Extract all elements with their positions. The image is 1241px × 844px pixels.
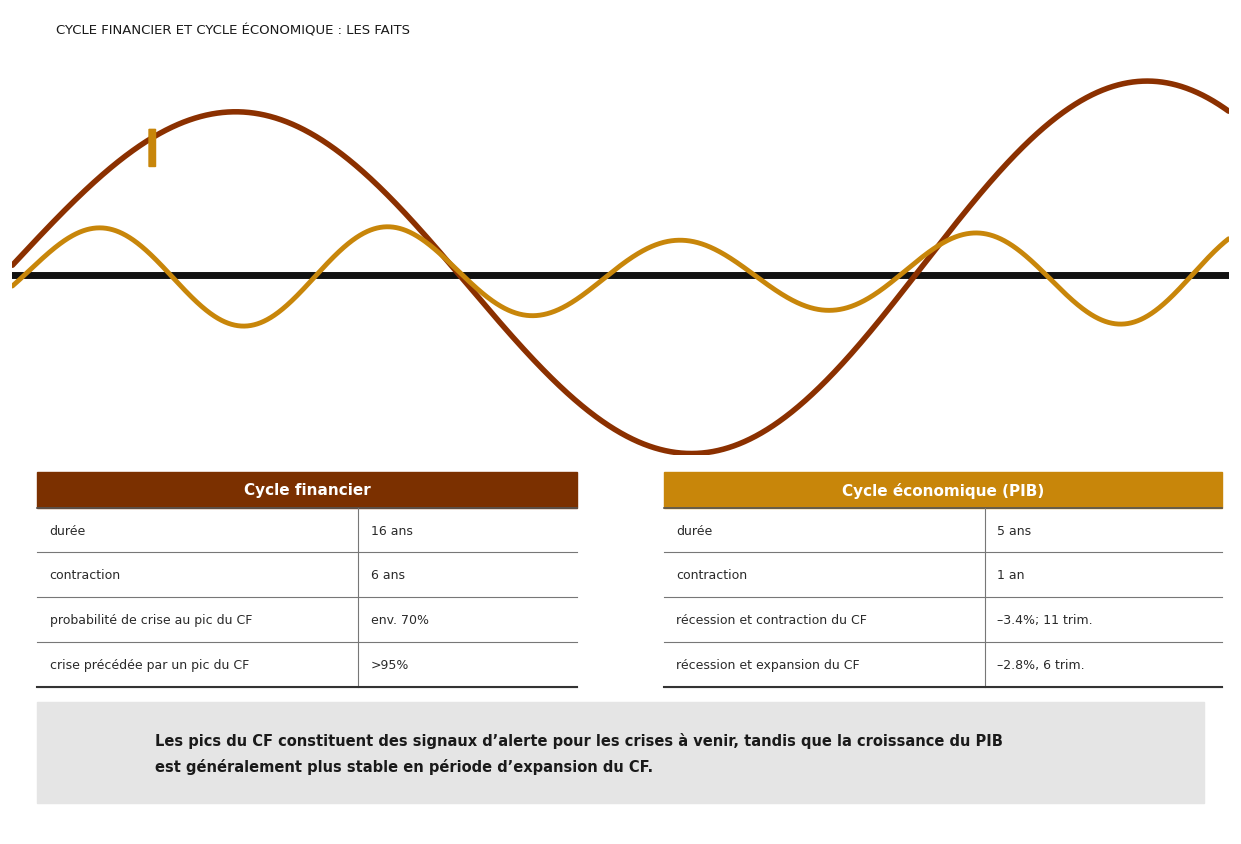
Text: env. 70%: env. 70% [371,614,429,626]
Text: contraction: contraction [676,569,747,582]
Text: durée: durée [676,524,712,537]
Text: 16 ans: 16 ans [371,524,413,537]
Text: –3.4%; 11 trim.: –3.4%; 11 trim. [998,614,1093,626]
Text: 1 an: 1 an [998,569,1025,582]
Text: Cycle économique (PIB): Cycle économique (PIB) [843,483,1044,498]
Text: récession et expansion du CF: récession et expansion du CF [676,658,860,671]
Text: >95%: >95% [371,658,410,671]
Text: crise précédée par un pic du CF: crise précédée par un pic du CF [50,658,249,671]
Text: durée: durée [50,524,86,537]
Text: CYCLE FINANCIER ET CYCLE ÉCONOMIQUE : LES FAITS: CYCLE FINANCIER ET CYCLE ÉCONOMIQUE : LE… [56,24,410,37]
Text: 6 ans: 6 ans [371,569,405,582]
Text: 5 ans: 5 ans [998,524,1031,537]
Text: Cycle financier: Cycle financier [243,483,371,498]
Text: –2.8%, 6 trim.: –2.8%, 6 trim. [998,658,1085,671]
Text: est généralement plus stable en période d’expansion du CF.: est généralement plus stable en période … [155,758,653,774]
FancyBboxPatch shape [149,129,156,168]
Text: contraction: contraction [50,569,120,582]
Text: récession et contraction du CF: récession et contraction du CF [676,614,867,626]
Text: Les pics du CF constituent des signaux d’alerte pour les crises à venir, tandis : Les pics du CF constituent des signaux d… [155,732,1003,748]
Text: probabilité de crise au pic du CF: probabilité de crise au pic du CF [50,614,252,626]
